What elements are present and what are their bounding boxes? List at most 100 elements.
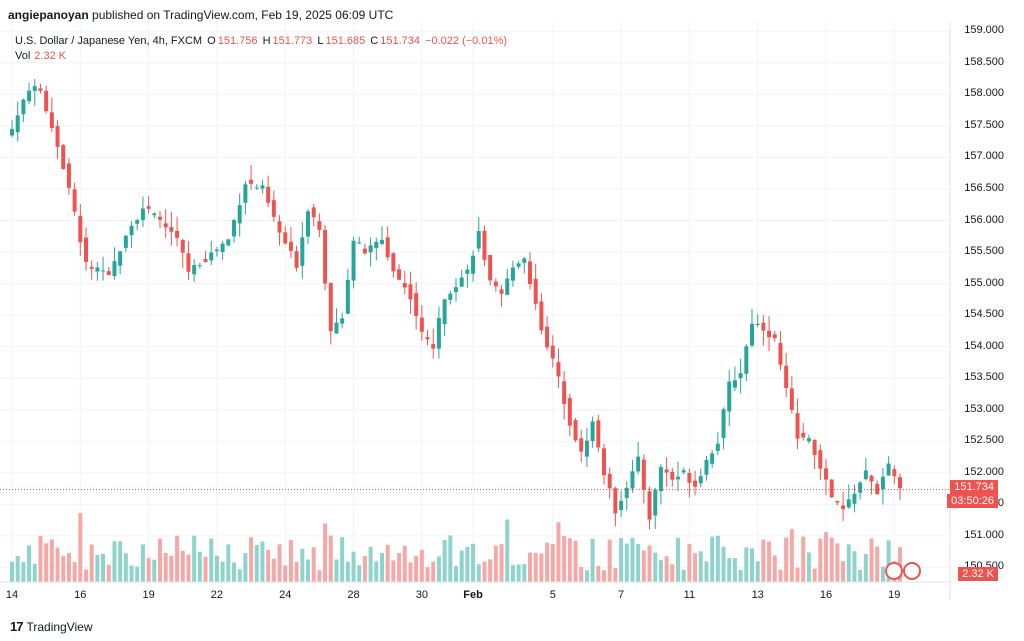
volume-bar [852,551,857,582]
candle-body [596,420,601,448]
time-tick-label: 16 [819,589,833,601]
candle-body [533,278,538,304]
candle-body [419,317,424,332]
candle-body [44,90,49,112]
volume-bar [123,553,128,582]
author-name[interactable]: angiepanoyan [8,8,89,22]
volume-bar [118,541,123,582]
last-price-tag: 151.734 [950,480,998,494]
candle-body [209,252,214,261]
volume-bar [112,541,117,582]
volume-bar [545,542,550,582]
candle-body [32,86,37,91]
footer-brand[interactable]: TradingView [26,619,93,634]
candle-body [61,145,66,169]
volume-bar [602,570,606,582]
candle-body [624,487,629,498]
price-tick-label: 156.000 [964,213,1004,226]
candle-body [237,205,242,224]
candle-body [306,211,310,237]
volume-bar [362,555,367,582]
candle-body [522,258,527,263]
candle-body [670,471,675,480]
candle-body [55,126,60,147]
candle-body [744,346,749,374]
volume-bar [55,547,60,582]
candle-body [869,475,874,482]
candle-body [294,251,299,268]
volume-bar [158,538,162,582]
candle-body [841,505,846,510]
volume-bar [710,536,715,582]
price-tick-label: 154.000 [964,339,1004,352]
candle-body [169,227,174,232]
volume-bar [482,561,487,582]
volume-bar [101,553,106,582]
candle-body [858,482,863,493]
candle-body [152,213,157,216]
footer: 17 TradingView [10,619,93,634]
volume-bar [61,555,66,582]
candle-body [72,189,77,212]
candle-body [226,239,231,246]
candle-body [892,469,897,477]
candle-body [351,240,356,281]
volume-bar [431,561,436,582]
candle-body [334,322,339,334]
candle-body [590,421,595,441]
volume-bar [704,561,709,582]
symbol-title[interactable]: U.S. Dollar / Japanese Yen, 4h, FXCM [15,35,203,47]
volume-bar [465,547,470,582]
volume-bar [556,522,561,582]
candle-body [425,337,430,340]
candle-body [698,476,703,484]
candle-body [391,253,396,272]
volume-bar [767,541,772,582]
candle-body [123,235,128,248]
candle-body [214,249,219,252]
candle-body [704,459,709,475]
us-flag-icon[interactable] [885,562,903,580]
candle-body [602,448,606,476]
candle-body [465,269,470,274]
candle-body [863,470,868,480]
candle-body [562,381,567,405]
volume-bar [658,560,663,582]
candle-body [761,322,766,331]
candle-body [482,230,487,260]
grid [0,22,950,582]
volume-bar [237,569,242,582]
volume-bar [408,562,413,582]
candle-body [584,440,589,457]
price-tick-label: 158.500 [964,55,1004,68]
volume-bar [653,552,658,582]
close-label: C [370,35,379,47]
candle-body [641,459,646,490]
candle-body [505,278,510,295]
volume-bar [750,548,754,582]
candle-body [573,420,578,441]
volume-bar [283,565,288,582]
candles [10,79,902,530]
tradingview-logo-icon[interactable]: 17 [10,619,24,634]
japan-flag-icon[interactable] [903,562,921,580]
volume-bar [493,545,498,582]
volume-bar [357,565,362,582]
volume-bar [812,568,817,582]
volume-bar [505,519,510,582]
volume-value: 2.32 K [34,50,67,62]
volume-bar [664,556,669,582]
time-tick-label: 7 [618,589,625,601]
volume-bar [687,543,692,582]
candle-body [545,326,550,348]
volume-bar [715,535,720,582]
volume-bar [84,569,88,582]
price-tick-label: 153.000 [964,402,1004,415]
volume-bar [539,553,544,582]
volume-bar [596,566,601,582]
candle-body [38,88,43,91]
candle-body [619,500,624,511]
volume-bar [197,551,202,582]
time-tick-label: 14 [5,589,19,601]
